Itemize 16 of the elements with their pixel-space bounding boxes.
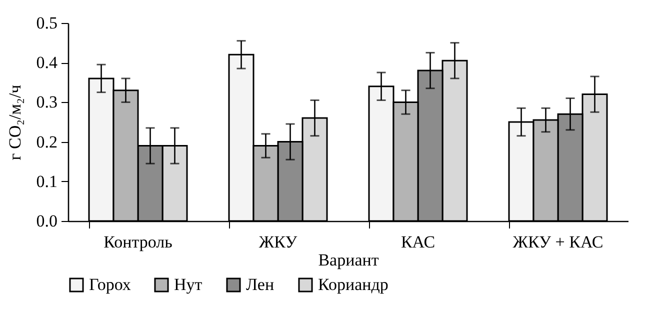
legend-label: Горох [89,274,132,294]
y-tick-label: 0.0 [36,212,58,230]
y-axis-title: г CO₂/м₂/ч [5,84,24,160]
x-axis-title: Вариант [318,250,380,270]
y-tick-label: 0.2 [36,132,58,152]
x-tick-label: ЖКУ + КАС [512,232,604,252]
y-tick-label: 0.1 [36,172,58,191]
x-tick-label: КАС [400,232,436,252]
legend-label: Нут [174,274,203,294]
y-tick-label: 0.3 [36,92,58,112]
y-tick-label: 0.5 [36,14,58,32]
y-tick-label: 0.4 [36,53,58,72]
legend-label: Лен [246,274,274,294]
legend-label: Кориандр [318,274,388,294]
x-tick-label: Контроль [104,232,173,252]
x-tick-label: ЖКУ [258,232,298,252]
